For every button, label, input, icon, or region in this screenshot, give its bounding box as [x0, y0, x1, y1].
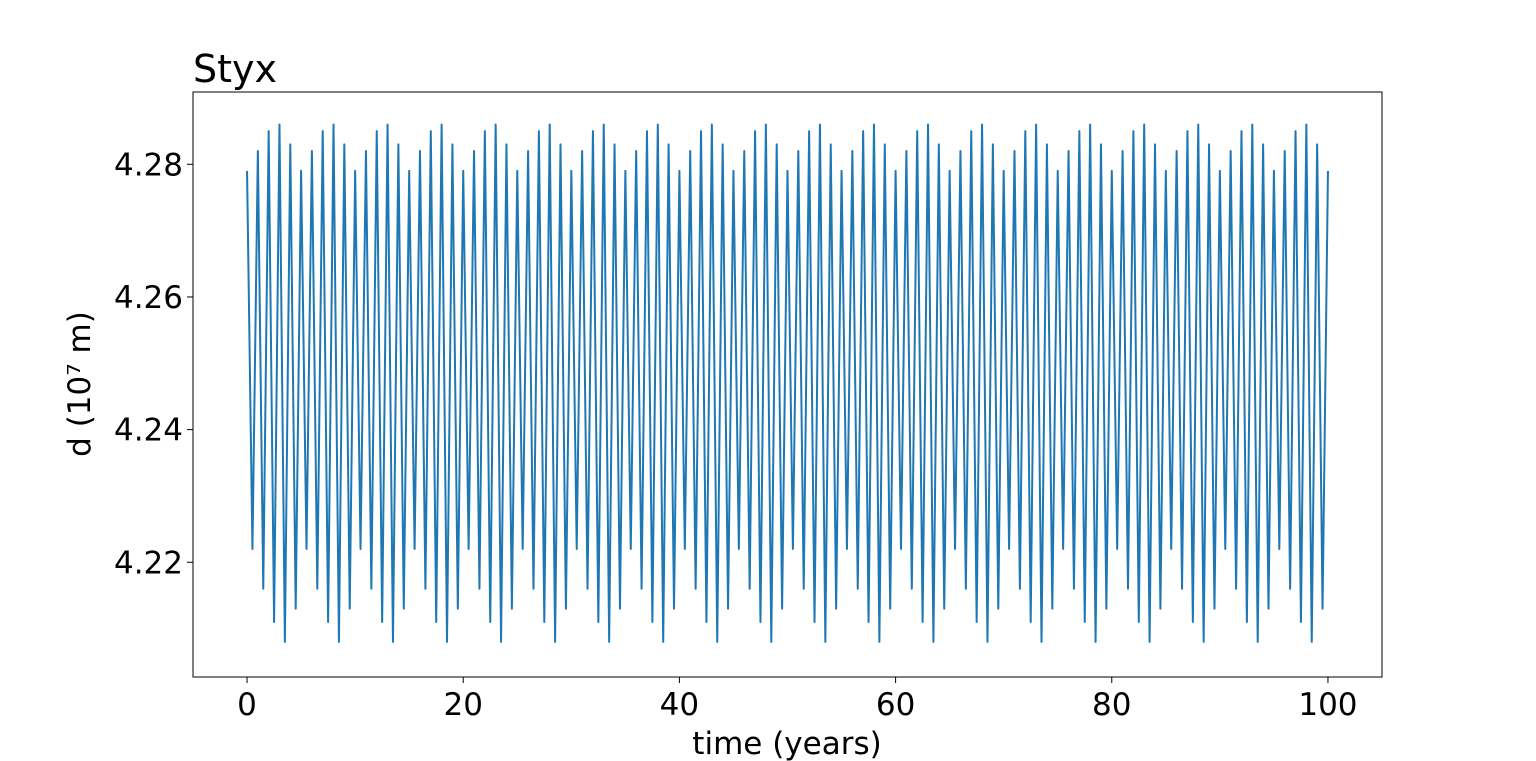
x-axis-label: time (years) [692, 726, 881, 761]
plot-frame [192, 91, 1383, 678]
x-tick-label: 0 [237, 687, 257, 723]
y-axis-label: d (10⁷ m) [62, 311, 98, 457]
x-tick-label: 100 [1298, 687, 1357, 723]
chart-title: Styx [193, 47, 277, 91]
x-tick-label: 20 [444, 687, 483, 723]
y-tick-label: 4.26 [114, 280, 183, 316]
x-tick-label: 80 [1092, 687, 1131, 723]
line [246, 123, 1329, 643]
x-tick-label: 40 [660, 687, 699, 723]
y-tick-label: 4.22 [114, 545, 183, 581]
x-tick-label: 60 [876, 687, 915, 723]
y-tick-label: 4.24 [114, 413, 183, 449]
y-tick-label: 4.28 [114, 147, 183, 183]
